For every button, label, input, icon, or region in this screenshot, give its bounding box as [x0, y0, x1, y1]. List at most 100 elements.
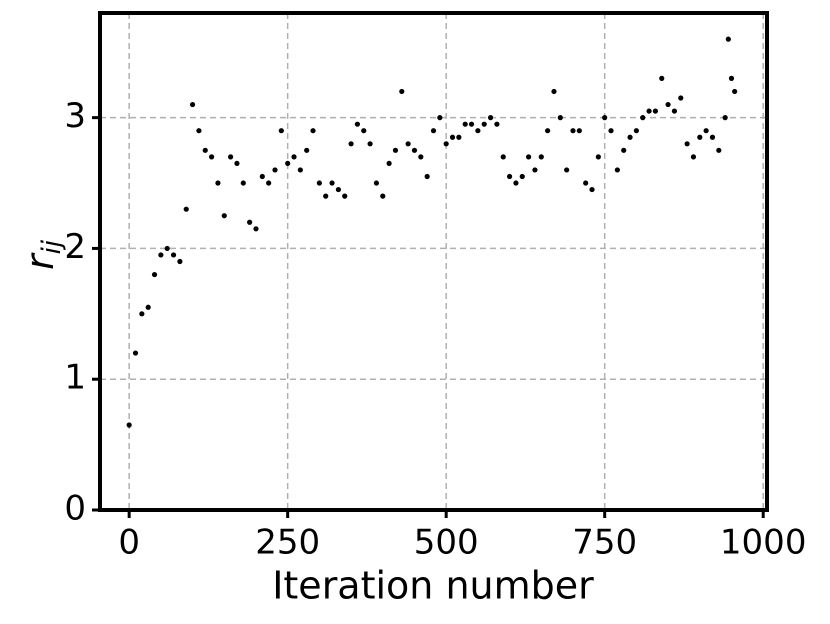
point [291, 154, 297, 160]
point [189, 101, 196, 108]
point [126, 422, 132, 428]
point [684, 141, 690, 147]
point [335, 186, 341, 193]
point [348, 141, 354, 147]
point [266, 180, 272, 186]
point [545, 128, 551, 134]
point [405, 141, 411, 147]
point [354, 121, 361, 127]
point [576, 128, 582, 134]
point [716, 147, 722, 153]
point [418, 154, 424, 160]
point [690, 154, 697, 160]
point [519, 173, 525, 180]
point [703, 128, 709, 134]
point [145, 304, 151, 310]
point [139, 311, 145, 317]
point [158, 252, 164, 258]
point [373, 180, 380, 186]
point [728, 75, 735, 81]
point [462, 121, 468, 127]
point [278, 128, 284, 134]
point [697, 134, 703, 140]
point [627, 134, 633, 140]
point [570, 128, 576, 134]
point [468, 121, 475, 127]
point [208, 154, 215, 160]
point [595, 154, 601, 160]
point [633, 128, 639, 134]
point [443, 141, 449, 147]
point [170, 252, 177, 258]
point [449, 134, 456, 140]
x-tick-label: 500 [414, 523, 479, 563]
point [259, 173, 265, 180]
point [583, 180, 589, 186]
point [725, 36, 731, 42]
point [538, 154, 544, 160]
point [652, 108, 659, 114]
point [732, 88, 738, 95]
point [285, 160, 291, 167]
point [437, 115, 443, 121]
point [722, 115, 728, 121]
point [602, 115, 608, 121]
x-tick-label: 250 [255, 523, 320, 563]
point [183, 206, 189, 212]
point [659, 75, 665, 81]
point [316, 180, 322, 186]
point [228, 154, 234, 160]
point [532, 167, 538, 173]
point [608, 128, 614, 134]
point [500, 154, 506, 160]
x-tick-label: 1000 [720, 523, 807, 563]
point [221, 213, 227, 219]
point [551, 88, 557, 95]
point [196, 128, 202, 134]
point [164, 245, 170, 252]
point [411, 147, 418, 153]
point [361, 128, 367, 134]
plot-frame [98, 11, 769, 512]
y-axis-label: rij [18, 239, 67, 270]
point [272, 167, 278, 173]
point [430, 128, 437, 134]
point [253, 226, 259, 232]
point [392, 147, 399, 153]
point [456, 134, 462, 140]
point [367, 141, 373, 147]
point [481, 121, 487, 127]
point [494, 121, 500, 127]
point [487, 115, 494, 121]
point [589, 186, 595, 193]
point [399, 88, 405, 95]
y-tick-label: 3 [64, 96, 86, 136]
y-tick-label: 1 [64, 358, 86, 398]
point [151, 271, 158, 278]
point [709, 134, 716, 140]
x-tick-label: 750 [572, 523, 637, 563]
point [329, 180, 335, 186]
point [646, 108, 652, 114]
y-tick-label: 2 [64, 227, 86, 267]
point [304, 147, 310, 153]
point [526, 154, 532, 160]
point [621, 147, 627, 153]
y-label-base: r [18, 252, 62, 270]
y-tick-label: 0 [64, 489, 86, 529]
point [380, 193, 386, 199]
point [240, 180, 246, 186]
point [564, 167, 570, 173]
point [678, 95, 684, 101]
point [386, 160, 392, 167]
point [310, 128, 316, 134]
point [513, 180, 519, 186]
point [297, 167, 303, 173]
point [342, 193, 348, 199]
y-label-sub: ij [37, 239, 67, 254]
point [234, 160, 240, 167]
point [247, 219, 253, 225]
point [323, 193, 329, 199]
